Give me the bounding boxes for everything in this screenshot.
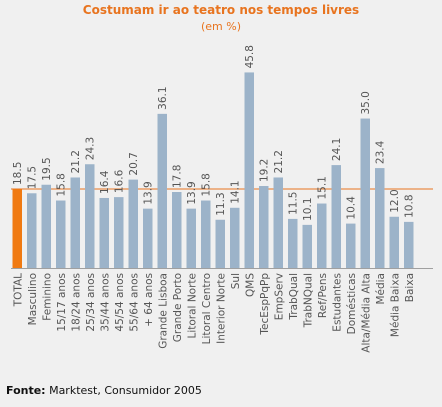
bar: [85, 164, 95, 268]
value-label: 11.5: [288, 192, 300, 215]
value-label: 10.4: [346, 196, 358, 220]
bar: [317, 203, 327, 268]
value-label: 19.5: [41, 157, 53, 180]
chart-subtitle: (em %): [200, 20, 241, 33]
bar: [404, 221, 414, 268]
value-label: 15.1: [317, 176, 329, 199]
category-label: + 64 anos: [143, 273, 155, 327]
bar: [99, 197, 109, 268]
value-label: 15.8: [56, 173, 68, 196]
bar: [172, 191, 182, 268]
value-label: 18.5: [12, 162, 24, 185]
category-label: TecEspPqPp: [259, 273, 271, 336]
bar: [244, 72, 254, 269]
value-label: 13.9: [143, 181, 155, 204]
category-label: Média Baixa: [389, 273, 401, 337]
category-label: Feminino: [41, 273, 53, 321]
bar: [215, 219, 225, 268]
value-label: 24.3: [85, 137, 97, 160]
value-label: 23.4: [375, 140, 387, 164]
category-label: 18/24 anos: [70, 273, 82, 332]
bar-highlight: [12, 189, 22, 268]
value-label: 16.6: [114, 169, 126, 193]
bar: [389, 216, 399, 268]
bar: [331, 165, 341, 268]
category-label: Alta/Média Alta: [360, 273, 372, 353]
value-label: 12.0: [389, 189, 401, 212]
bar: [114, 197, 124, 268]
value-label: 14.1: [230, 180, 242, 203]
bar: [41, 184, 51, 268]
bar: [201, 200, 211, 268]
value-label: 21.2: [70, 150, 82, 173]
category-label: 15/17 anos: [56, 273, 68, 332]
category-label: TrabNQual: [302, 273, 314, 328]
bar: [273, 177, 283, 268]
category-label: Litoral Norte: [186, 273, 198, 339]
category-label: 25/34 anos: [85, 273, 97, 332]
category-label: TrabQual: [288, 273, 300, 321]
bar: [259, 186, 269, 268]
value-label: 15.8: [201, 173, 213, 196]
chart-title: Costumam ir ao teatro nos tempos livres: [82, 3, 360, 17]
category-label: Litoral Centro: [201, 273, 213, 344]
value-label: 10.1: [302, 197, 314, 220]
category-label: Estudantes: [331, 273, 343, 332]
bar: [143, 208, 153, 268]
category-label: Sul: [230, 273, 242, 289]
bar: [230, 207, 240, 268]
value-label: 17.8: [172, 165, 184, 188]
source-text: Marktest, Consumidor 2005: [49, 384, 202, 397]
value-label: 16.4: [99, 170, 111, 194]
category-label: Grande Porto: [172, 273, 184, 342]
category-label: EmpServ: [273, 273, 285, 320]
category-label: 45/54 anos: [114, 273, 126, 332]
category-label: 35/44 anos: [99, 273, 111, 332]
value-label: 17.5: [27, 166, 39, 189]
value-label: 36.1: [157, 86, 169, 109]
value-label: 24.1: [331, 138, 343, 161]
bar: [375, 168, 385, 268]
source-label: Fonte:: [6, 384, 46, 397]
value-label: 10.8: [404, 194, 416, 217]
category-label: Grande Lisboa: [157, 273, 169, 349]
value-label: 13.9: [186, 181, 198, 204]
category-label: TOTAL: [12, 273, 24, 307]
category-label: 55/64 anos: [128, 273, 140, 332]
category-label: Baixa: [404, 273, 416, 302]
value-label: 35.0: [360, 91, 372, 114]
category-label: Masculino: [27, 273, 39, 325]
bar: [157, 113, 167, 268]
source-note: Fonte: Marktest, Consumidor 2005: [6, 384, 202, 397]
category-label: Ref/Pens: [317, 273, 329, 318]
bar: [360, 118, 370, 268]
bar: [27, 193, 37, 268]
category-label: QMS: [244, 273, 256, 297]
value-label: 11.3: [215, 192, 227, 215]
bar: [56, 200, 66, 268]
value-label: 45.8: [244, 45, 256, 68]
category-label: Domésticas: [346, 273, 358, 334]
value-label: 19.2: [259, 159, 271, 182]
value-label: 21.2: [273, 150, 285, 173]
bar: [302, 224, 312, 268]
bar: [186, 208, 196, 268]
bar: [70, 177, 80, 268]
category-label: Média: [375, 273, 387, 305]
value-label: 20.7: [128, 152, 140, 175]
bar: [346, 223, 356, 268]
bar: [128, 179, 138, 268]
category-label: Interior Norte: [215, 273, 227, 344]
bar: [288, 218, 298, 268]
